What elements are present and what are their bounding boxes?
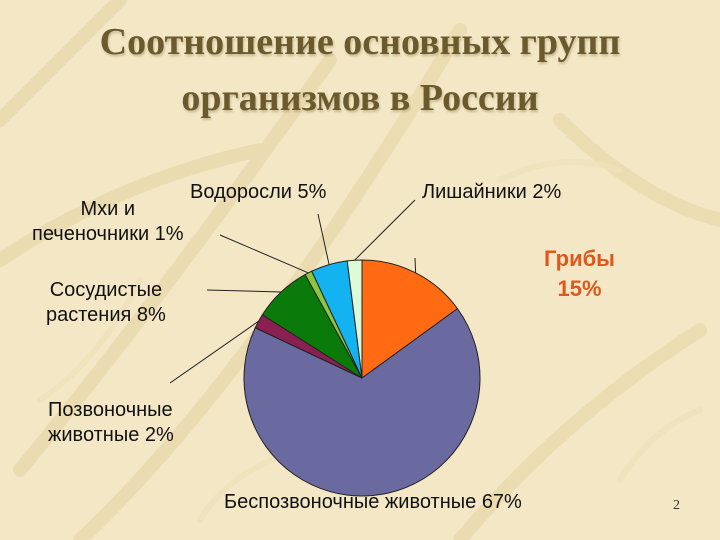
leader-algae [317, 213, 330, 265]
label-vertebrates: Позвоночные животные 2% [48, 399, 174, 446]
leader-fungi [414, 257, 417, 273]
label-mosses: Мхи и печеночники 1% [32, 198, 184, 245]
slide-title: Соотношение основных групп организмов в … [0, 14, 720, 126]
slice-lichens [346, 259, 363, 379]
title-line-2: организмов в России [181, 77, 539, 119]
leader-mosses [219, 234, 309, 274]
leader-lichens [354, 199, 416, 261]
leader-vascular [206, 289, 282, 293]
slice-fungi [361, 259, 459, 379]
leader-vertebrates [169, 320, 259, 384]
title-line-1: Соотношение основных групп [99, 21, 621, 63]
slice-invertebrates [243, 307, 481, 497]
label-lichens: Лишайники 2% [422, 181, 562, 203]
label-algae: Водоросли 5% [190, 181, 327, 203]
label-fungi: Грибы 15% [544, 246, 615, 301]
label-invertebrates: Беспозвоночные животные 67% [224, 491, 522, 513]
label-vascular: Сосудистые растения 8% [46, 279, 166, 326]
page-number: 2 [673, 498, 680, 513]
